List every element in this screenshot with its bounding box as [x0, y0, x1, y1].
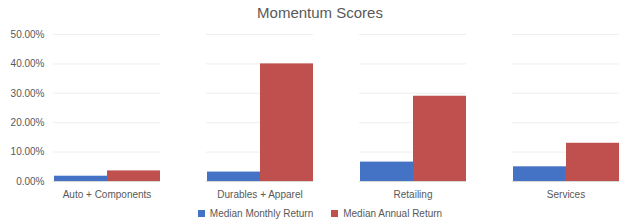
html-text:Momentum Scores: Momentum Scores	[257, 4, 383, 21]
svg-text:0.00%: 0.00%	[16, 176, 44, 187]
svg-text:20.00%: 20.00%	[11, 117, 45, 128]
svg-text:Durables + Apparel: Durables + Apparel	[217, 189, 302, 200]
svg-text:Auto + Components: Auto + Components	[63, 189, 152, 200]
svg-text:10.00%: 10.00%	[11, 146, 45, 157]
html-text:Median Annual Return: Median Annual Return	[343, 207, 443, 219]
svg-text:50.00%: 50.00%	[11, 29, 45, 40]
svg-text:40.00%: 40.00%	[11, 58, 45, 69]
svg-text:30.00%: 30.00%	[11, 88, 45, 99]
svg-text:Services: Services	[547, 189, 585, 200]
svg-text:Retailing: Retailing	[394, 189, 433, 200]
html-text:Median Monthly Return: Median Monthly Return	[209, 207, 314, 219]
